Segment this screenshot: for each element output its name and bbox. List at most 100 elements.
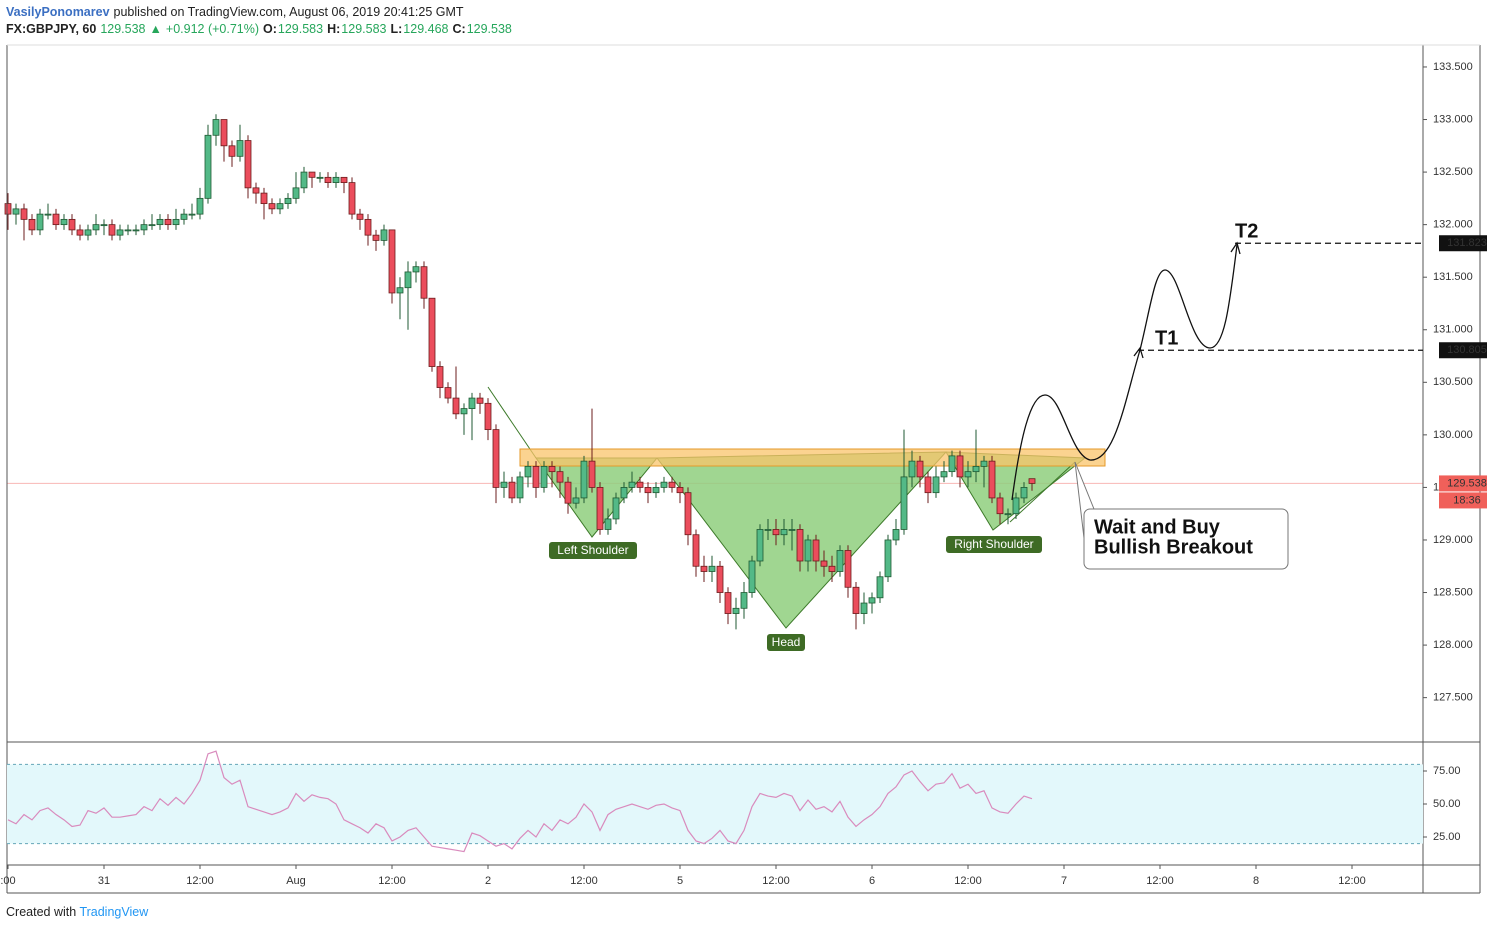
author[interactable]: VasilyPonomarev (6, 5, 110, 19)
candle-body (676, 487, 684, 494)
candle-body (572, 497, 580, 504)
header-line: VasilyPonomarev published on TradingView.… (6, 5, 468, 19)
candle-body (780, 529, 788, 536)
x-tick-label: 5 (677, 875, 683, 887)
label: C: (452, 22, 466, 36)
x-tick-label: 8 (1253, 875, 1259, 887)
pattern-drawings (487, 386, 1106, 629)
x-tick-label: 12:00 (378, 875, 406, 887)
candle-body (276, 203, 284, 210)
candle-body (1020, 487, 1028, 499)
frame (6, 44, 1481, 894)
candle-body (940, 471, 948, 478)
y-tick-label: 131.000 (1433, 324, 1473, 336)
candle-body (52, 213, 60, 226)
y-tick-label: 75.00 (1433, 765, 1461, 777)
candle-body (108, 224, 116, 236)
label-box (946, 536, 1042, 553)
candle-body (500, 481, 508, 488)
candle-body (388, 229, 396, 294)
callout: Wait and Buy Bullish Breakout (1074, 461, 1289, 570)
y-tick-label: 131.500 (1433, 271, 1473, 283)
candle-body (532, 465, 540, 488)
candle-body (284, 197, 292, 205)
candle-body (564, 481, 572, 504)
candle-body (220, 119, 228, 147)
candle-body (396, 287, 404, 294)
arrow: ▲ (149, 22, 162, 36)
candle-body (804, 539, 812, 562)
candle-body (900, 476, 908, 530)
arrow-head (1133, 241, 1241, 359)
candle-body (556, 471, 564, 483)
candle-body (228, 145, 236, 157)
candle-body (156, 218, 164, 226)
y-tick-label: 25.00 (1433, 831, 1461, 843)
candle-body (644, 487, 652, 494)
candle-body (316, 176, 324, 179)
candle-body (844, 550, 852, 588)
rsi-line (7, 750, 1033, 853)
candle-body (692, 534, 700, 567)
candle-body (92, 224, 100, 231)
candle-body (612, 497, 620, 520)
candle-body (116, 229, 124, 236)
candle-body (908, 460, 916, 478)
candle-body (524, 465, 532, 478)
candle-body (492, 429, 500, 488)
candle-body (460, 408, 468, 415)
candle-body (852, 586, 860, 614)
price-box (1439, 475, 1487, 492)
label-box (549, 542, 637, 559)
candle-body (268, 203, 276, 210)
x-tick-label: 7 (1061, 875, 1067, 887)
candle-body (68, 218, 76, 231)
candle-body (588, 460, 596, 488)
value: 129.583 (277, 22, 324, 36)
callout-text: Wait and Buy (1094, 516, 1221, 538)
published: published on TradingView.com, August 06,… (113, 5, 464, 19)
callout-text: Bullish Breakout (1094, 536, 1253, 558)
candle-body (964, 471, 972, 478)
candle-body (740, 592, 748, 609)
target-value: 131.823 (1447, 237, 1487, 249)
candle-body (484, 402, 492, 431)
y-tick-label: 132.500 (1433, 166, 1473, 178)
value: 129.583 (341, 22, 387, 36)
value: 129.468 (403, 22, 449, 36)
label: L: (390, 22, 403, 36)
candle-body (148, 224, 156, 227)
candle-body (972, 465, 980, 473)
candle-body (636, 481, 644, 488)
footer-text: Created with (6, 905, 77, 919)
candle-body (172, 218, 180, 226)
candle-body (916, 460, 924, 478)
y-tick-label: 50.00 (1433, 798, 1461, 810)
candle-body (516, 476, 524, 499)
y-tick-label: 133.500 (1433, 61, 1473, 73)
candle-body (204, 134, 212, 199)
candle-body (84, 229, 92, 236)
candle-body (924, 476, 932, 494)
candle-body (212, 119, 220, 136)
candle-body (244, 140, 252, 189)
candle-body (756, 529, 764, 562)
candle-body (596, 487, 604, 530)
candle-body (476, 397, 484, 404)
change: +0.912 (+0.71%) (165, 22, 260, 36)
candle-body (60, 218, 68, 226)
x-tick-label: Aug (286, 875, 306, 887)
pattern-label: Left Shoulder (557, 543, 628, 557)
y-tick-label: 133.000 (1433, 113, 1473, 125)
candle-body (356, 213, 364, 220)
candle-body (324, 176, 332, 183)
candle-body (436, 366, 444, 388)
candles (4, 114, 1036, 630)
candle-body (412, 266, 420, 273)
brand[interactable]: TradingView (79, 905, 149, 919)
candle-body (36, 213, 44, 231)
y-tick-label: 130.500 (1433, 376, 1473, 388)
candle-body (196, 197, 204, 215)
countdown: 18:36 (1453, 494, 1481, 506)
candle-body (124, 229, 132, 232)
